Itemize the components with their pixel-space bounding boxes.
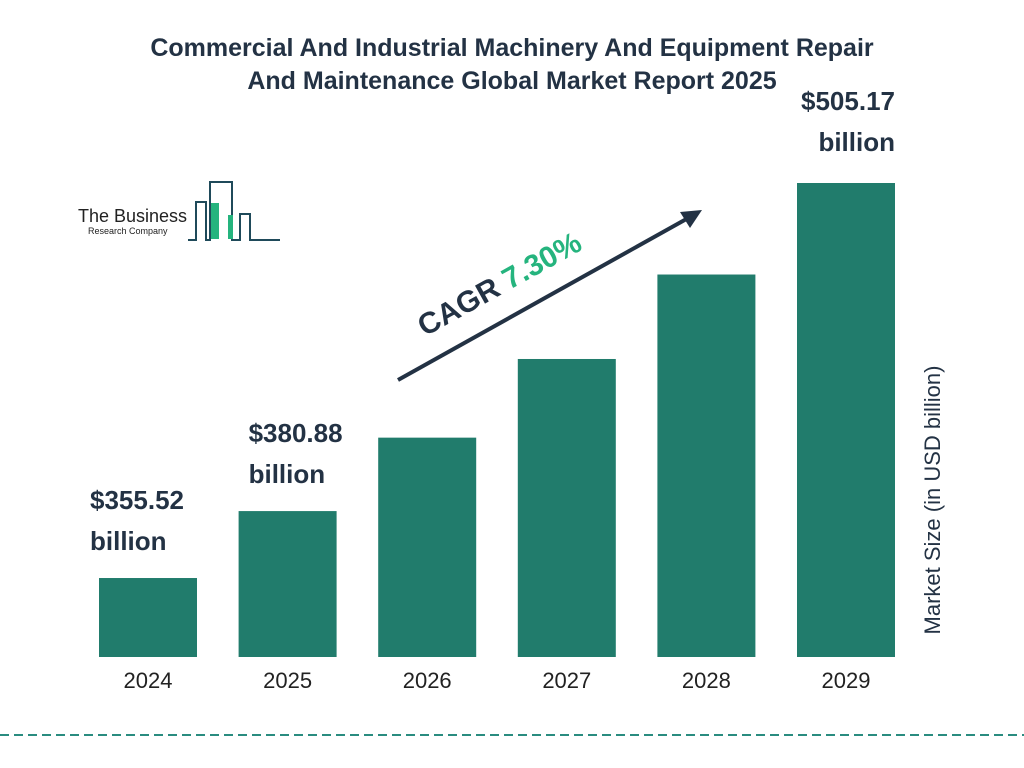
value-label-2024: $355.52 billion bbox=[90, 480, 184, 562]
title-line-2: And Maintenance Global Market Report 202… bbox=[247, 67, 777, 95]
logo-buildings-icon bbox=[188, 181, 280, 241]
logo-text-line2: Research Company bbox=[88, 226, 168, 236]
x-tick-label: 2028 bbox=[682, 668, 731, 693]
bar-2029 bbox=[797, 183, 895, 657]
x-tick-label: 2026 bbox=[403, 668, 452, 693]
value-label-line2: billion bbox=[818, 127, 895, 157]
value-label-line2: billion bbox=[248, 459, 326, 490]
value-label-line1: $505.17 bbox=[801, 86, 895, 116]
bar-2025 bbox=[238, 511, 337, 657]
y-axis-label: Market Size (in USD billion) bbox=[920, 365, 945, 635]
cagr-arrow-line bbox=[397, 215, 691, 382]
x-tick-label: 2027 bbox=[542, 668, 591, 693]
bar-2027 bbox=[517, 358, 616, 657]
value-label-line2: billion bbox=[90, 526, 167, 557]
value-label-line1: $380.88 bbox=[248, 418, 343, 449]
x-tick-label: 2025 bbox=[263, 668, 312, 693]
bar-2028 bbox=[657, 274, 756, 657]
value-label-2025: $380.88 billion bbox=[249, 413, 343, 495]
x-tick-label: 2024 bbox=[124, 668, 173, 693]
bar-2024 bbox=[99, 578, 197, 657]
bar-2026 bbox=[378, 437, 477, 657]
logo-text-line1: The Business bbox=[78, 206, 188, 226]
value-label-2029: $505.17 billion bbox=[801, 81, 895, 163]
title-line-1: Commercial And Industrial Machinery And … bbox=[150, 34, 874, 62]
chart-title: Commercial And Industrial Machinery And … bbox=[0, 32, 1024, 98]
x-tick-label: 2029 bbox=[822, 668, 871, 693]
cagr-arrow-head bbox=[680, 210, 702, 228]
value-label-line1: $355.52 bbox=[90, 485, 184, 516]
